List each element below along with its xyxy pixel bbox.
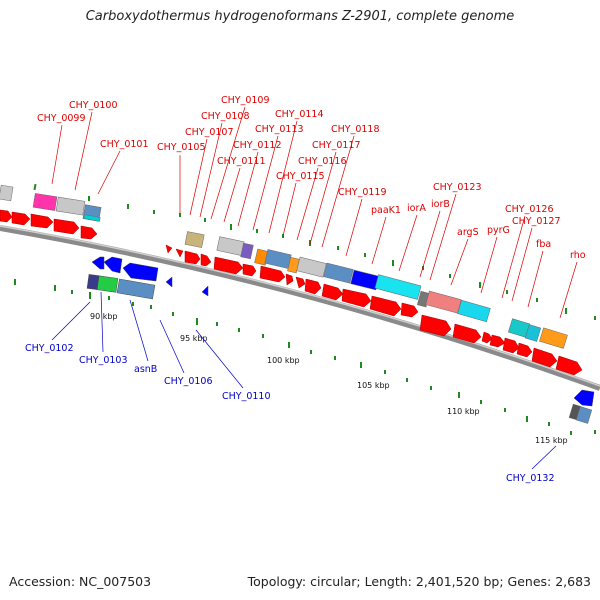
gene-label: CHY_0116: [298, 156, 347, 167]
gene-label: CHY_0117: [312, 140, 361, 151]
gene-label: CHY_0118: [331, 124, 380, 135]
gene-label: CHY_0110: [222, 391, 271, 402]
scale-label: 105 kbp: [357, 381, 390, 390]
gene-label: CHY_0103: [79, 355, 128, 366]
tick-marks: [14, 183, 596, 435]
map-title: Carboxydothermus hydrogenoformans Z-2901…: [85, 9, 515, 24]
gene-label: pyrG: [487, 225, 510, 236]
forward-gene-labels: CHY_0099 CHY_0100 CHY_0101 CHY_0105 CHY_…: [37, 95, 586, 319]
gene-label: CHY_0099: [37, 113, 86, 124]
genome-backbone: [0, 225, 600, 391]
gene-label: CHY_0112: [233, 140, 282, 151]
forward-gene-boxes: [0, 184, 593, 424]
gene-label: CHY_0109: [221, 95, 270, 106]
gene-label: fba: [536, 239, 551, 250]
gene-label: CHY_0132: [506, 473, 555, 484]
gene-label: iorA: [407, 203, 426, 214]
gene-label: paaK1: [371, 205, 401, 216]
scale-label: 100 kbp: [267, 356, 300, 365]
reverse-gene-features: [86, 256, 595, 407]
scale-label: 115 kbp: [535, 436, 568, 445]
scale-label: 95 kbp: [180, 334, 208, 343]
gene-label: CHY_0111: [217, 156, 266, 167]
genome-summary-text: Topology: circular; Length: 2,401,520 bp…: [247, 574, 591, 589]
gene-label: CHY_0102: [25, 343, 74, 354]
gene-label: CHY_0115: [276, 171, 325, 182]
gene-label: CHY_0100: [69, 100, 118, 111]
forward-gene-arrows: [0, 209, 583, 376]
gene-label: CHY_0126: [505, 204, 554, 215]
gene-label: CHY_0114: [275, 109, 324, 120]
gene-label: CHY_0119: [338, 187, 387, 198]
gene-label: CHY_0101: [100, 139, 149, 150]
scale-label: 110 kbp: [447, 407, 480, 416]
gene-label: CHY_0113: [255, 124, 304, 135]
gene-label: argS: [457, 227, 479, 238]
gene-label: CHY_0108: [201, 111, 250, 122]
gene-label: rho: [570, 250, 586, 261]
accession-text: Accession: NC_007503: [9, 574, 152, 589]
gene-label: iorB: [431, 199, 450, 210]
gene-label: CHY_0106: [164, 376, 213, 387]
gene-label: CHY_0107: [185, 127, 234, 138]
reverse-gene-labels: CHY_0102 CHY_0103 asnB CHY_0106 CHY_0110…: [25, 291, 557, 484]
gene-label: CHY_0105: [157, 142, 206, 153]
gene-label: CHY_0127: [512, 216, 561, 227]
genome-backbone-highlight: [0, 225, 600, 387]
gene-label: asnB: [134, 364, 157, 375]
scale-label: 90 kbp: [90, 312, 118, 321]
gene-label: CHY_0123: [433, 182, 482, 193]
